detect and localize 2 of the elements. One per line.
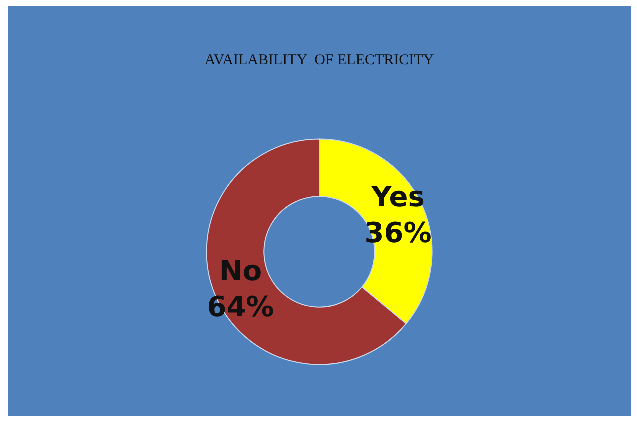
slice-label: No — [219, 254, 262, 288]
chart-title: AVAILABILITY OF ELECTRICITY — [204, 52, 434, 68]
